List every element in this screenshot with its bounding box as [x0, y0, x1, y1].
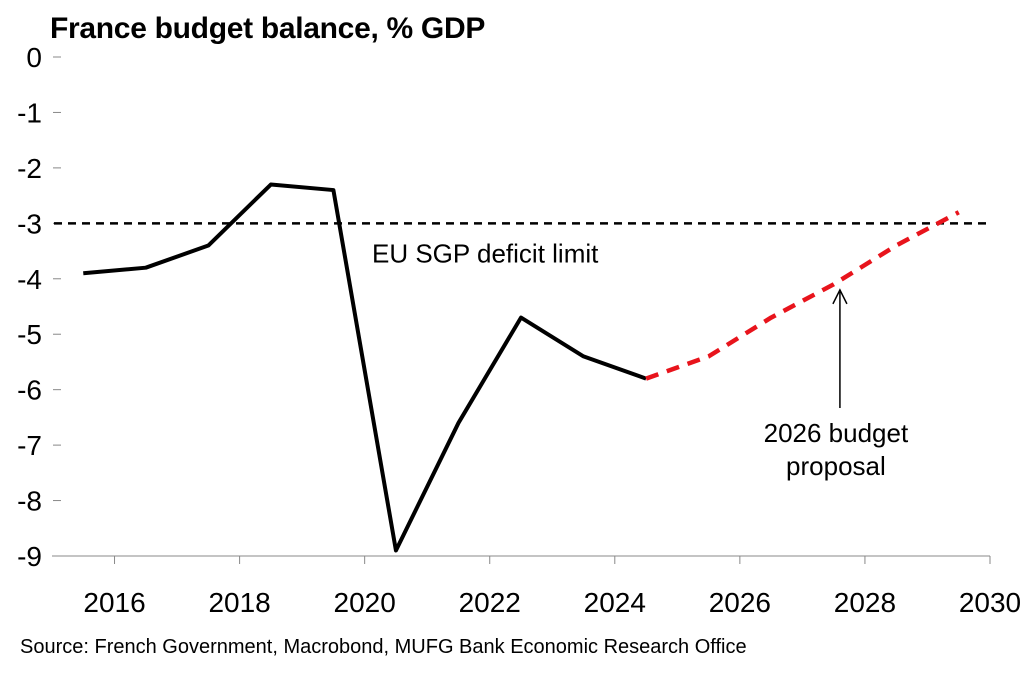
x-axis: 2016 2018 2020 2022 2024 2026 2028 2030 [52, 555, 1021, 618]
x-tick-label: 2016 [83, 587, 145, 618]
x-tick-label: 2028 [834, 587, 896, 618]
y-tick-label: -2 [17, 153, 42, 184]
y-tick-label: -6 [17, 375, 42, 406]
chart-title: France budget balance, % GDP [50, 12, 486, 45]
budget-proposal-series-line [645, 210, 960, 381]
y-tick-label: 0 [26, 42, 42, 73]
annotation-label: 2026 budget [764, 418, 909, 448]
x-tick-label: 2026 [709, 587, 771, 618]
reference-line-group: EU SGP deficit limit [54, 222, 990, 268]
y-tick-label: -4 [17, 264, 42, 295]
x-tick-label: 2020 [334, 587, 396, 618]
series-group [83, 182, 960, 553]
x-tick-label: 2024 [584, 587, 646, 618]
y-tick-label: -8 [17, 486, 42, 517]
y-tick-label: -9 [17, 541, 42, 572]
y-tick-label: -7 [17, 430, 42, 461]
actual-balance-series-line [83, 182, 647, 553]
chart-source: Source: French Government, Macrobond, MU… [20, 636, 747, 658]
annotation-arrow-head [832, 288, 848, 305]
y-axis: 0 -1 -2 -3 -4 -5 -6 -7 -8 -9 [17, 42, 61, 572]
y-tick-label: -5 [17, 319, 42, 350]
x-tick-label: 2030 [959, 587, 1021, 618]
annotation-label: proposal [786, 451, 886, 481]
x-tick-label: 2022 [459, 587, 521, 618]
deficit-limit-label: EU SGP deficit limit [372, 238, 599, 268]
y-tick-label: -3 [17, 208, 42, 239]
x-tick-label: 2018 [208, 587, 270, 618]
y-tick-label: -1 [17, 97, 42, 128]
